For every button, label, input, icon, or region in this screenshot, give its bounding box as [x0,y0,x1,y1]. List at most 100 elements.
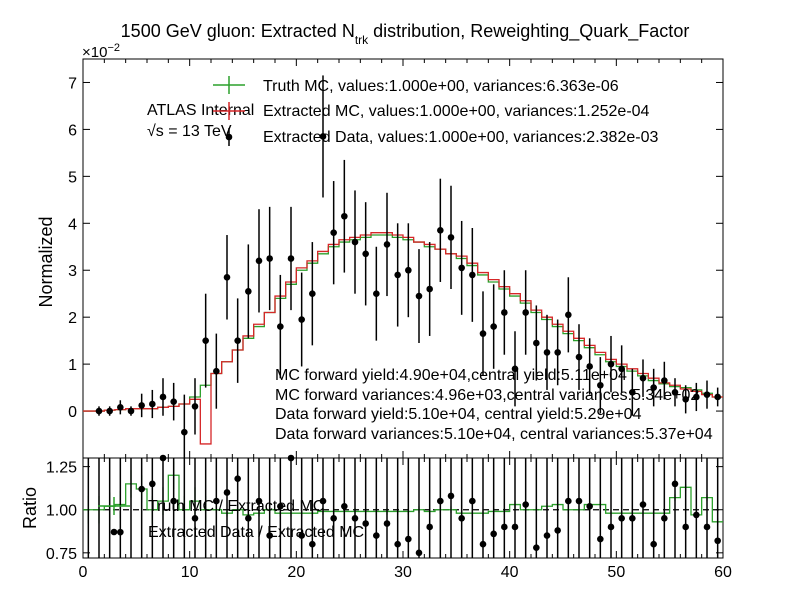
data-point [522,309,529,316]
y-axis-label-bottom: Ratio [20,487,40,529]
top-y-tick-label: 7 [68,75,77,92]
ratio-data-point [138,485,145,493]
legend-label-data-ratio: Extracted Data / Extracted MC [148,524,364,541]
ratio-data-point [234,475,241,482]
data-point [597,381,604,389]
data-point [106,407,113,415]
ratio-series-truth [83,474,723,523]
data-point [437,227,444,234]
ratio-data-point [319,497,327,505]
top-y-tick-label: 4 [68,216,77,233]
ratio-y-tick-label: 0.75 [46,546,77,563]
data-point [191,403,199,410]
ratio-data-point [703,523,711,531]
ratio-data-point [490,530,497,538]
top-y-tick-label: 6 [68,122,77,139]
ratio-data-point [287,454,295,462]
series-truth-mc [83,234,723,412]
legend-marker-data-ratio [110,528,118,536]
ratio-data-point [298,532,305,539]
ratio-data-point [522,501,529,508]
data-point [714,393,721,401]
ratio-data-point [543,532,551,539]
data-point [682,396,689,403]
data-point [266,255,273,262]
data-point [469,271,476,279]
data-point [138,402,145,409]
ratio-data-point [458,515,465,522]
data-point [330,229,337,236]
ratio-data-point [479,540,487,548]
data-point [671,388,679,396]
x-tick-label: 60 [714,564,732,581]
chart-title: 1500 GeV gluon: Extracted Ntrk distribut… [121,21,690,47]
ratio-data-point [170,497,177,505]
ratio-data-point [405,535,412,543]
ratio-data-point [469,497,476,505]
ratio-panel: 0.75 1.00 1.25 0 10 20 30 40 50 60 [46,454,732,581]
ratio-data-point [149,480,156,488]
ratio-data-point [682,523,689,531]
ratio-data-point [341,502,348,510]
data-point [426,285,433,293]
ratio-data-point [159,454,167,462]
ratio-data-point [511,523,519,531]
data-point [181,428,188,436]
data-point [234,337,241,344]
data-point [607,360,615,368]
ratio-data-point [191,515,199,522]
annotation-data-variances: Data forward variances:5.10e+04, central… [275,426,713,443]
data-point [298,316,305,323]
ratio-data-point [639,501,647,508]
x-tick-label: 0 [79,564,88,581]
data-point [351,238,359,246]
ratio-data-point [618,515,625,522]
data-point [447,234,455,241]
data-point [586,363,593,370]
legend-label-extracted-data: Extracted Data, values:1.000e+00, varian… [263,129,658,146]
data-point [405,266,412,274]
ratio-data-point [223,489,231,496]
data-point [703,391,711,398]
ratio-y-tick-label: 1.25 [46,460,77,477]
x-tick-label: 20 [287,564,305,581]
data-point [458,264,465,272]
legend-label-extracted-mc: Extracted MC, values:1.000e+00, variance… [263,103,650,120]
data-point [95,407,103,415]
ratio-data-point [330,515,337,522]
top-y-tick-label: 2 [68,310,77,327]
legend-top: Truth MC, values:1.000e+00, variances:6.… [213,76,658,146]
data-point [650,384,657,391]
series-extracted-mc [83,232,723,445]
data-point [543,349,551,356]
energy-label: √s = 13 TeV [147,123,232,140]
ratio-data-point [117,528,124,536]
x-tick-label: 50 [607,564,625,581]
data-point [159,393,167,401]
top-y-tick-label: 3 [68,263,77,280]
data-point [501,309,508,316]
legend-label-truth-ratio: Truth MC / Extracted MC [148,498,324,515]
data-point [277,323,284,330]
data-point [490,323,497,330]
ratio-data-point [533,544,540,551]
ratio-data-point [661,515,668,522]
data-point [639,374,647,382]
data-point [149,400,156,408]
top-y-tick-label: 5 [68,169,77,186]
data-point [661,377,668,384]
data-point [287,255,295,262]
x-tick-label: 10 [181,564,199,581]
ratio-data-point [426,523,433,531]
data-point [383,241,391,248]
data-point [213,367,220,375]
ratio-data-point [362,520,369,527]
ratio-data-point [383,520,391,527]
data-point [373,290,380,298]
annotation-mc-yield: MC forward yield:4.90e+04,central yield:… [275,367,627,384]
data-point [693,393,700,401]
ratio-data-point [415,549,423,557]
ratio-data-point [693,511,700,519]
ratio-data-point [586,502,593,510]
data-point [629,388,636,396]
